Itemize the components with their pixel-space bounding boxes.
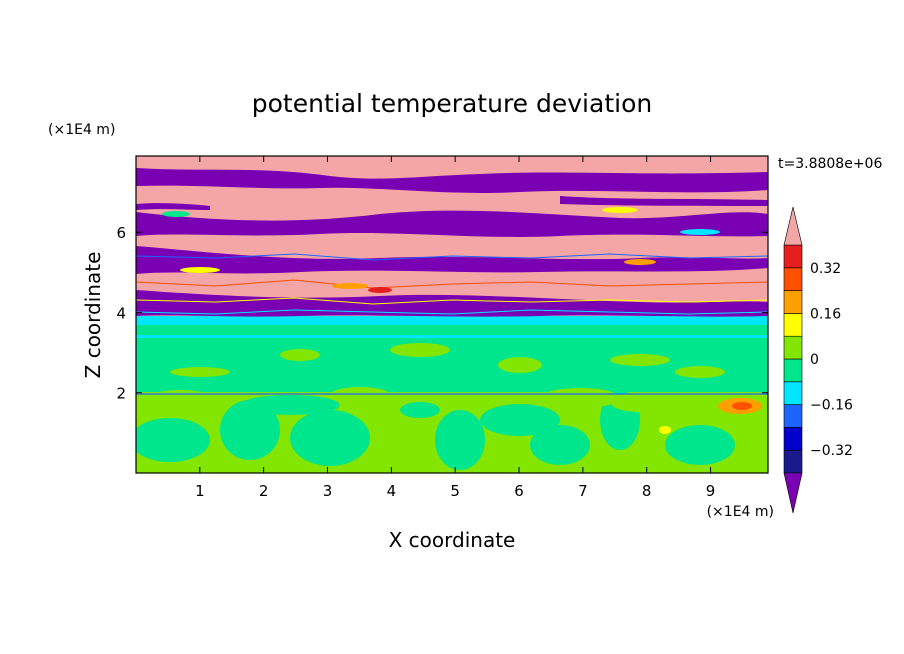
x-tick-label: 4 <box>387 482 397 500</box>
field-region <box>136 325 768 335</box>
field-contour <box>136 253 768 261</box>
field-region <box>136 210 768 237</box>
colorbar-label: 0 <box>810 352 819 368</box>
field-region <box>240 395 340 415</box>
field-region <box>624 259 656 265</box>
x-axis-label: X coordinate <box>389 528 516 552</box>
colorbar-swatch <box>783 449 803 474</box>
field-region <box>400 402 440 418</box>
field-region <box>180 267 220 273</box>
field-region <box>498 357 542 373</box>
colorbar: 0.32 0.16 0 −0.16 −0.32 <box>783 206 853 514</box>
colorbar-swatch <box>783 313 803 337</box>
field-region <box>330 387 390 403</box>
field-contour <box>136 309 768 315</box>
colorbar-swatch <box>783 358 803 383</box>
x-tick-label: 6 <box>514 482 524 500</box>
chart-title: potential temperature deviation <box>252 89 652 118</box>
x-tick-label: 2 <box>259 482 269 500</box>
field-region <box>435 410 485 470</box>
x-tick-label: 7 <box>578 482 588 500</box>
colorbar-swatch <box>783 244 803 269</box>
y-tick-label: 6 <box>116 224 126 242</box>
x-tick-label: 3 <box>323 482 333 500</box>
field-region <box>732 402 752 410</box>
colorbar-swatch <box>783 335 803 360</box>
field-region <box>145 390 215 410</box>
y-tick-label: 2 <box>116 385 126 403</box>
field-contour <box>136 297 768 305</box>
field-region <box>610 354 670 366</box>
x-tick-label: 9 <box>706 482 716 500</box>
x-tick-label: 1 <box>195 482 205 500</box>
field-region <box>368 287 392 293</box>
colorbar-swatch <box>783 267 803 291</box>
field-region <box>220 400 280 460</box>
x-axis: 1 2 3 4 5 6 7 8 9 <box>195 156 715 500</box>
field-region <box>136 246 768 274</box>
y-axis-label: Z coordinate <box>81 252 105 379</box>
field-region <box>665 425 735 465</box>
field-region <box>136 336 768 392</box>
colorbar-label: −0.16 <box>810 398 853 414</box>
field-region <box>332 283 368 289</box>
colorbar-swatch <box>783 381 803 405</box>
y-tick-label: 4 <box>116 304 126 322</box>
field-region <box>659 426 671 434</box>
colorbar-over-triangle <box>783 206 803 246</box>
colorbar-label: −0.32 <box>810 443 853 459</box>
x-unit-label: (×1E4 m) <box>707 504 774 520</box>
field-region <box>675 366 725 378</box>
field-region <box>136 168 768 193</box>
plot-frame <box>135 155 769 474</box>
field-region <box>530 425 590 465</box>
field-region <box>680 229 720 235</box>
field-region <box>540 388 620 408</box>
field-region <box>136 418 210 462</box>
contour-field <box>136 156 768 473</box>
field-region <box>480 404 560 436</box>
field-region <box>560 196 768 206</box>
field-region <box>290 410 370 466</box>
colorbar-label: 0.32 <box>810 261 841 277</box>
colorbar-swatch <box>783 427 803 451</box>
colorbar-label: 0.16 <box>810 306 841 322</box>
y-axis: 2 4 6 <box>116 224 768 403</box>
field-region <box>390 343 450 357</box>
field-region <box>280 349 320 361</box>
x-tick-label: 5 <box>450 482 460 500</box>
field-region <box>170 367 230 377</box>
field-region <box>602 207 638 213</box>
time-label: t=3.8808e+06 <box>778 156 882 172</box>
field-region <box>136 203 210 210</box>
x-tick-label: 8 <box>642 482 652 500</box>
y-unit-label: (×1E4 m) <box>48 122 115 138</box>
field-contour <box>136 279 768 289</box>
field-region <box>162 211 190 217</box>
colorbar-swatch <box>783 290 803 314</box>
colorbar-under-triangle <box>783 472 803 514</box>
colorbar-swatch <box>783 404 803 428</box>
field-region <box>610 392 670 412</box>
